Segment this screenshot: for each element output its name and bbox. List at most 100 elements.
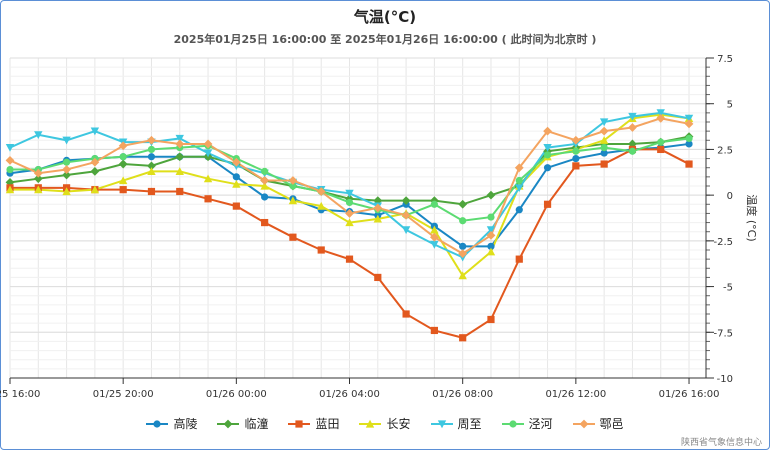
data-point bbox=[90, 166, 100, 176]
data-point bbox=[232, 173, 240, 181]
data-point bbox=[685, 134, 693, 143]
data-point bbox=[486, 226, 496, 235]
data-point bbox=[232, 179, 241, 188]
data-point bbox=[90, 185, 100, 194]
data-point bbox=[147, 153, 156, 161]
x-tick-label: 01/26 04:00 bbox=[319, 389, 380, 400]
legend-swatch bbox=[217, 419, 240, 428]
data-point bbox=[657, 138, 665, 146]
data-point bbox=[316, 187, 326, 196]
data-point bbox=[430, 200, 438, 208]
legend-label: 鄠邑 bbox=[599, 417, 624, 431]
data-point bbox=[657, 145, 665, 154]
legend-item[interactable]: 长安 bbox=[359, 415, 411, 432]
data-point bbox=[401, 196, 411, 206]
data-point bbox=[401, 226, 411, 235]
legend-item[interactable]: 鄠邑 bbox=[572, 415, 624, 432]
data-point bbox=[515, 176, 523, 185]
data-point bbox=[373, 203, 383, 213]
data-point bbox=[345, 218, 354, 227]
data-point bbox=[5, 144, 15, 152]
data-point bbox=[572, 162, 580, 170]
data-point bbox=[147, 167, 156, 175]
data-point bbox=[119, 153, 127, 161]
x-tick-label: 01/26 12:00 bbox=[545, 389, 606, 400]
data-point bbox=[317, 201, 326, 210]
data-point bbox=[430, 240, 439, 249]
data-point bbox=[600, 160, 608, 168]
legend-item[interactable]: 周至 bbox=[430, 415, 482, 432]
data-point bbox=[487, 315, 495, 324]
y-tick-label: -7.5 bbox=[713, 328, 733, 339]
data-point bbox=[175, 139, 185, 149]
y-tick-label: 2.5 bbox=[717, 145, 733, 156]
data-point bbox=[543, 151, 552, 159]
data-point bbox=[459, 217, 467, 225]
data-point bbox=[62, 170, 71, 180]
data-point bbox=[118, 176, 128, 185]
legend-swatch bbox=[359, 419, 382, 428]
x-tick-label: 01/26 00:00 bbox=[206, 389, 267, 400]
legend-label: 周至 bbox=[457, 417, 482, 431]
x-tick-label: 01/25 16:00 bbox=[0, 389, 40, 400]
data-point bbox=[33, 168, 43, 178]
data-point bbox=[147, 135, 156, 145]
legend-label: 临潼 bbox=[244, 417, 269, 431]
data-point bbox=[289, 233, 297, 241]
legend-item[interactable]: 泾河 bbox=[501, 415, 553, 432]
data-point bbox=[656, 109, 665, 118]
y-tick-label: -5 bbox=[723, 283, 733, 294]
data-point bbox=[288, 196, 298, 205]
data-point bbox=[33, 174, 43, 184]
data-point bbox=[317, 246, 325, 254]
data-point bbox=[175, 167, 184, 175]
data-point bbox=[261, 167, 269, 175]
data-point bbox=[685, 160, 693, 168]
data-point bbox=[401, 210, 411, 220]
data-point bbox=[147, 161, 156, 171]
legend-label: 蓝田 bbox=[315, 417, 340, 431]
data-point bbox=[430, 225, 439, 234]
data-point bbox=[90, 157, 100, 167]
data-point bbox=[345, 209, 354, 218]
legend-swatch bbox=[288, 419, 311, 428]
data-point bbox=[684, 114, 694, 123]
data-point bbox=[231, 157, 241, 167]
legend-item[interactable]: 临潼 bbox=[217, 415, 268, 432]
data-point bbox=[656, 113, 666, 123]
data-point bbox=[429, 232, 439, 242]
data-point bbox=[345, 255, 354, 263]
data-point bbox=[543, 200, 552, 208]
data-point bbox=[599, 126, 609, 136]
legend-label: 高陵 bbox=[173, 417, 198, 431]
data-point bbox=[685, 140, 693, 148]
legend-item[interactable]: 蓝田 bbox=[288, 415, 339, 432]
data-point bbox=[62, 165, 71, 174]
legend-swatch bbox=[430, 419, 453, 428]
data-point bbox=[572, 147, 580, 155]
legend-label: 泾河 bbox=[528, 417, 553, 431]
data-point bbox=[543, 164, 552, 172]
data-point bbox=[458, 199, 468, 209]
data-point bbox=[402, 310, 410, 318]
data-point bbox=[599, 118, 609, 127]
data-point bbox=[486, 247, 496, 256]
data-point bbox=[62, 187, 71, 196]
chart-title: 气温(°C) bbox=[353, 8, 417, 26]
data-point bbox=[147, 145, 156, 154]
legend-item[interactable]: 高陵 bbox=[146, 415, 197, 432]
data-point bbox=[373, 214, 383, 223]
data-point bbox=[204, 195, 212, 203]
data-point bbox=[458, 249, 468, 259]
data-point bbox=[459, 334, 467, 342]
data-point bbox=[203, 139, 213, 149]
data-point bbox=[260, 181, 269, 190]
legend-swatch bbox=[572, 419, 595, 428]
chart-subtitle: 2025年01月25日 16:00:00 至 2025年01月26日 16:00… bbox=[173, 33, 597, 46]
data-point bbox=[515, 206, 523, 214]
data-point bbox=[34, 131, 43, 139]
data-point bbox=[373, 196, 383, 206]
data-point bbox=[261, 193, 269, 201]
